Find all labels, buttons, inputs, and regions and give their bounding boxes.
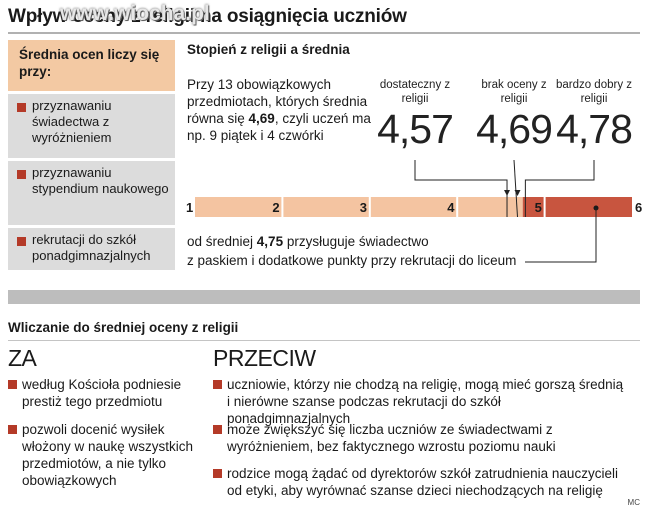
page-title: Wpływ oceny z religii na osiągnięcia ucz… xyxy=(8,6,407,27)
score-dostateczny: dostateczny z religii 4,57 xyxy=(370,78,460,153)
score-value: 4,69 xyxy=(476,106,553,152)
scale-tick-gap xyxy=(368,197,371,217)
sidebar-item-label: rekrutacji do szkół ponadgimnazjalnych xyxy=(32,232,151,263)
score-connector-line xyxy=(524,160,595,217)
footnote-threshold: 4,75 xyxy=(256,234,284,249)
score-brak-oceny: brak oceny z religii 4,69 xyxy=(469,78,559,153)
sidebar-item-certificate: przyznawaniu świadectwa z wyróżnieniem xyxy=(8,94,175,158)
average-usage-sidebar: Średnia ocen liczy się przy: przyznawani… xyxy=(8,40,175,270)
score-label: brak oceny z religii xyxy=(481,79,547,105)
przeciw-item: może zwiększyć się liczba uczniów ze świ… xyxy=(213,421,625,455)
score-bardzo-dobry: bardzo dobry z religii 4,78 xyxy=(549,78,639,153)
bullet-square-icon xyxy=(8,380,17,389)
za-item-text: pozwoli docenić wysiłek włożony w naukę … xyxy=(22,422,194,488)
description-text: Przy 13 obowiązkowych przedmiotach, któr… xyxy=(187,77,368,126)
bullet-square-icon xyxy=(213,425,222,434)
footnote-line-1: od średniej 4,75 przysługuje świadectwo xyxy=(187,232,516,251)
score-connector-line xyxy=(414,160,508,217)
score-value: 4,78 xyxy=(556,106,633,152)
za-heading: ZA xyxy=(8,345,37,371)
bullet-square-icon xyxy=(17,103,26,112)
przeciw-item-text: może zwiększyć się liczba uczniów ze świ… xyxy=(227,422,556,454)
scale-tick-label: 1 xyxy=(186,200,193,215)
za-item-text: według Kościoła podniesie prestiż tego p… xyxy=(22,377,182,409)
przeciw-item-text: uczniowie, którzy nie chodzą na religię,… xyxy=(227,377,624,426)
score-connector-line xyxy=(513,159,519,218)
sidebar-header: Średnia ocen liczy się przy: xyxy=(8,40,175,91)
score-value: 4,57 xyxy=(377,106,454,152)
arrow-down-icon xyxy=(514,190,521,196)
za-item: według Kościoła podniesie prestiż tego p… xyxy=(8,376,200,410)
watermark: www.wiocha.pl xyxy=(60,2,210,25)
footnote-text-end: przysługuje świadectwo xyxy=(283,234,429,249)
sidebar-title: Średnia ocen liczy się przy: xyxy=(19,47,160,79)
scale-tick-gap xyxy=(543,197,546,217)
threshold-footnote: od średniej 4,75 przysługuje świadectwo … xyxy=(187,232,516,270)
bullet-square-icon xyxy=(213,380,222,389)
footnote-text: od średniej xyxy=(187,234,257,249)
header-rule xyxy=(8,32,640,34)
przeciw-heading: PRZECIW xyxy=(213,345,316,371)
grade-scale: 1 2 3 4 5 6 xyxy=(186,159,642,263)
przeciw-item-text: rodzice mogą żądać od dyrektorów szkół z… xyxy=(227,466,618,498)
sidebar-item-label: przyznawaniu stypendium naukowego xyxy=(32,165,169,196)
section-divider xyxy=(8,290,640,304)
scale-tick-label: 2 xyxy=(272,200,279,215)
bullet-square-icon xyxy=(17,170,26,179)
score-label: dostateczny z religii xyxy=(379,79,451,105)
scale-tick-label: 6 xyxy=(635,200,642,215)
counting-section-title: Wliczanie do średniej oceny z religii xyxy=(8,320,239,335)
grade-section-title: Stopień z religii a średnia xyxy=(187,42,350,57)
scale-bar-below-threshold xyxy=(195,197,523,217)
threshold-connector-line xyxy=(525,208,597,263)
arrow-down-icon xyxy=(504,190,511,196)
przeciw-item: rodzice mogą żądać od dyrektorów szkół z… xyxy=(213,465,625,499)
przeciw-item: uczniowie, którzy nie chodzą na religię,… xyxy=(213,376,625,427)
scale-tick-gap xyxy=(456,197,459,217)
scale-tick-gap xyxy=(281,197,284,217)
sidebar-item-label: przyznawaniu świadectwa z wyróżnieniem xyxy=(32,98,112,145)
author-credit: MC xyxy=(627,498,640,507)
description-text-end: , czyli uczeń ma np. 9 piątek i 4 czwórk… xyxy=(187,111,371,143)
counting-rule xyxy=(8,340,640,341)
scale-tick-label: 5 xyxy=(535,200,542,215)
bullet-square-icon xyxy=(17,237,26,246)
grade-description: Przy 13 obowiązkowych przedmiotach, któr… xyxy=(187,76,377,144)
scale-tick-label: 3 xyxy=(360,200,367,215)
description-average: 4,69 xyxy=(248,111,275,126)
score-label: bardzo dobry z religii xyxy=(555,79,633,105)
za-item: pozwoli docenić wysiłek włożony w naukę … xyxy=(8,421,200,489)
sidebar-item-recruitment: rekrutacji do szkół ponadgimnazjalnych xyxy=(8,228,175,270)
scale-bar-above-threshold xyxy=(522,197,632,217)
bullet-square-icon xyxy=(8,425,17,434)
footnote-line-2: z paskiem i dodatkowe punkty przy rekrut… xyxy=(187,253,517,268)
scale-tick-label: 4 xyxy=(447,200,455,215)
bullet-square-icon xyxy=(213,469,222,478)
sidebar-item-scholarship: przyznawaniu stypendium naukowego xyxy=(8,161,175,225)
